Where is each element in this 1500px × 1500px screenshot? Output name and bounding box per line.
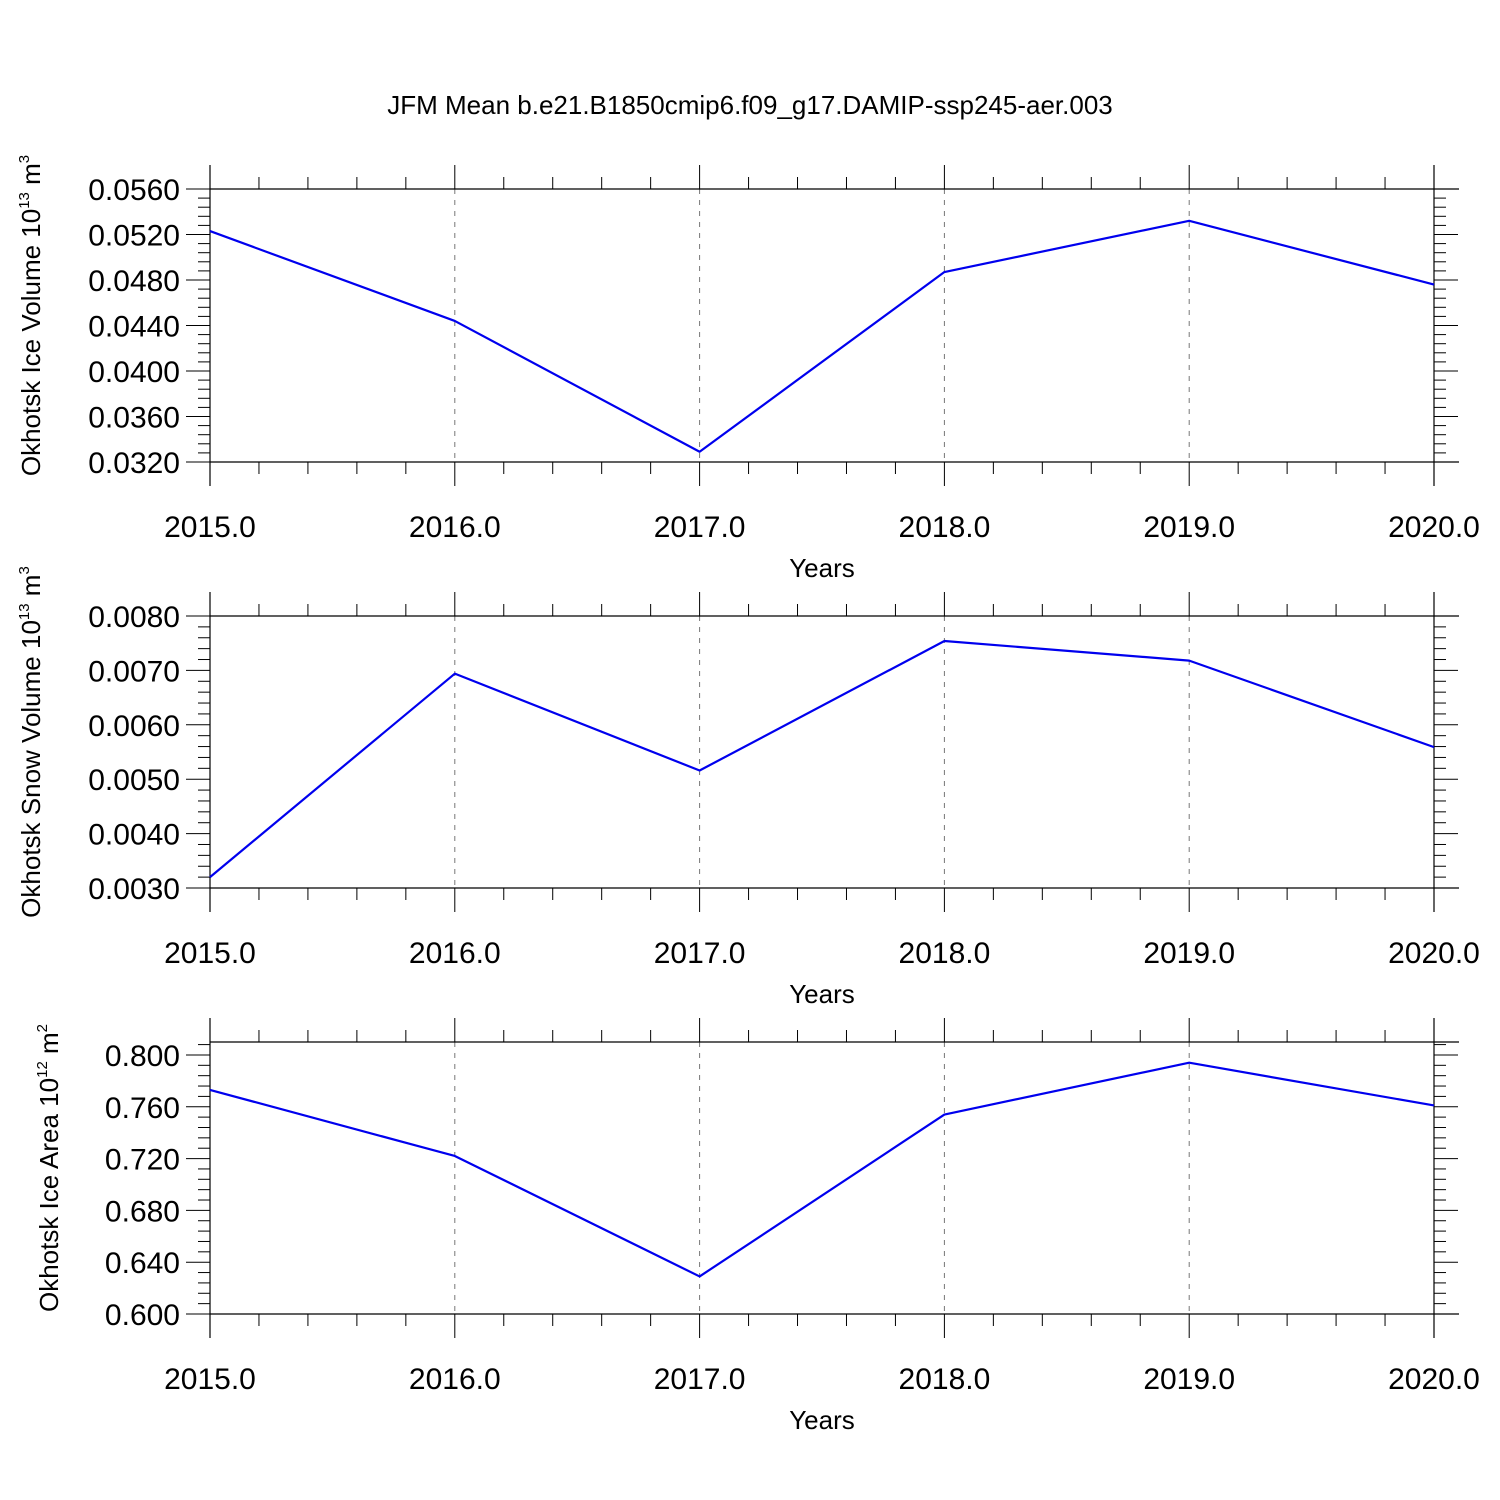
x-tick-label: 2018.0	[899, 937, 991, 970]
y-tick-label: 0.760	[105, 1092, 180, 1125]
y-tick-label: 0.0560	[88, 174, 180, 207]
x-tick-label: 2018.0	[899, 1363, 991, 1396]
series-line	[209, 219, 1435, 453]
series-line	[209, 1061, 1435, 1278]
x-axis-label: Years	[789, 553, 855, 583]
x-tick-label: 2019.0	[1143, 937, 1235, 970]
y-tick-label: 0.0520	[88, 220, 180, 253]
x-tick-label: 2015.0	[164, 1363, 256, 1396]
x-tick-label: 2016.0	[409, 937, 501, 970]
y-tick-label: 0.0360	[88, 402, 180, 435]
x-tick-label: 2020.0	[1388, 511, 1480, 544]
y-tick-label: 0.0030	[88, 873, 180, 906]
x-tick-label: 2020.0	[1388, 1363, 1480, 1396]
y-tick-label: 0.680	[105, 1195, 180, 1228]
x-axis-label: Years	[789, 1405, 855, 1435]
y-axis-label: Okhotsk Ice Area 1012 m2	[34, 1024, 64, 1312]
panel-2: 0.0030 0.0040 0.0050 0.0060 0.0070 0.0080 2015…	[16, 566, 1480, 1009]
y-tick-label: 0.0400	[88, 356, 180, 389]
y-axis-label: Okhotsk Ice Volume 1013 m3	[16, 155, 46, 476]
y-axis-label: Okhotsk Snow Volume 1013 m3	[16, 566, 46, 918]
y-tick-label: 0.0060	[88, 710, 180, 743]
figure-title: JFM Mean b.e21.B1850cmip6.f09_g17.DAMIP-…	[387, 90, 1113, 120]
x-tick-label: 2018.0	[899, 511, 991, 544]
x-tick-label: 2017.0	[654, 511, 746, 544]
x-tick-label: 2016.0	[409, 511, 501, 544]
y-tick-label: 0.0080	[88, 601, 180, 634]
x-tick-label: 2019.0	[1143, 511, 1235, 544]
x-tick-label: 2015.0	[164, 511, 256, 544]
y-tick-label: 0.0320	[88, 447, 180, 480]
x-tick-label: 2020.0	[1388, 937, 1480, 970]
panel-1: 0.0320 0.0360 0.0400 0.0440 0.0480 0.0520 0.05…	[16, 155, 1480, 583]
y-tick-label: 0.600	[105, 1299, 180, 1332]
y-tick-label: 0.720	[105, 1144, 180, 1177]
x-tick-label: 2019.0	[1143, 1363, 1235, 1396]
y-tick-label: 0.0440	[88, 311, 180, 344]
x-tick-label: 2016.0	[409, 1363, 501, 1396]
x-tick-label: 2015.0	[164, 937, 256, 970]
panel-3: 0.600 0.640 0.680 0.720 0.760 0.800 2015.0 2016…	[34, 1018, 1480, 1435]
x-tick-label: 2017.0	[654, 937, 746, 970]
x-tick-label: 2017.0	[654, 1363, 746, 1396]
y-tick-label: 0.800	[105, 1040, 180, 1073]
y-tick-label: 0.0480	[88, 265, 180, 298]
y-tick-label: 0.640	[105, 1247, 180, 1280]
series-line	[209, 639, 1435, 878]
y-tick-label: 0.0050	[88, 764, 180, 797]
y-tick-label: 0.0070	[88, 655, 180, 688]
y-tick-label: 0.0040	[88, 819, 180, 852]
x-axis-label: Years	[789, 979, 855, 1009]
